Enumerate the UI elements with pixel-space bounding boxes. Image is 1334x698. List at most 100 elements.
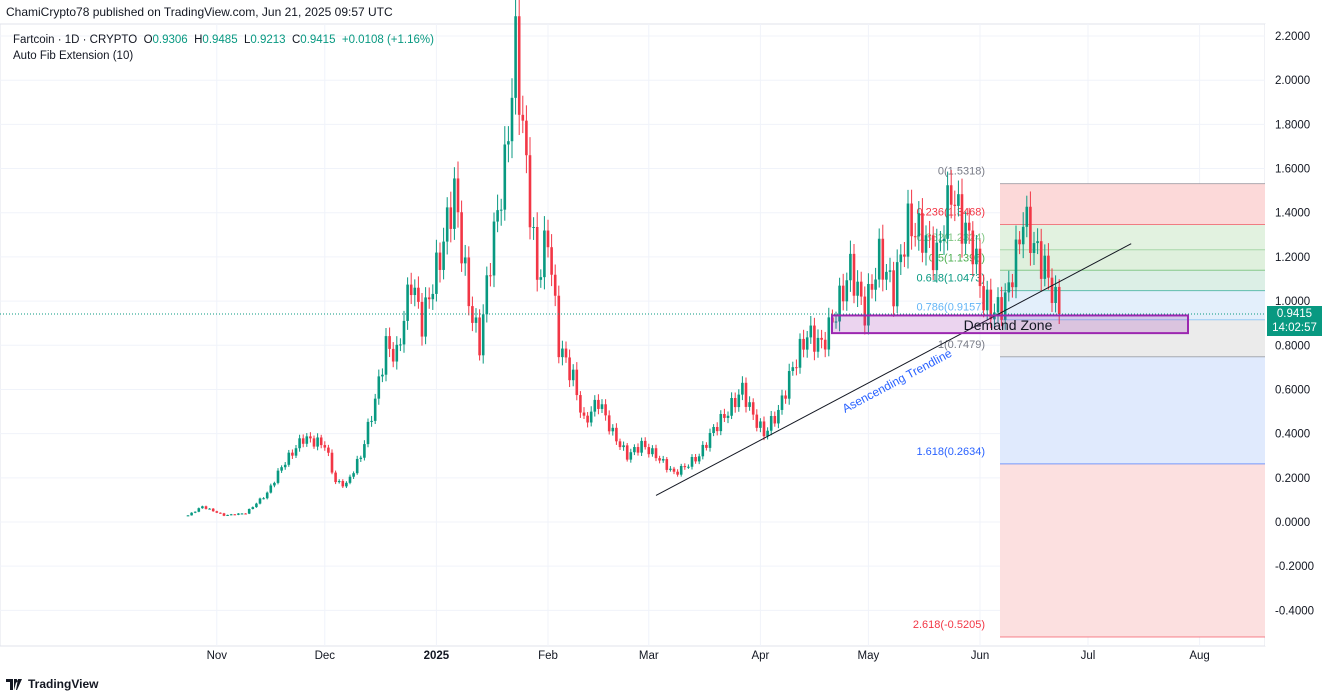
candle-body: [561, 348, 564, 358]
candle-body: [517, 16, 521, 115]
candle-body: [885, 271, 888, 280]
candle-body: [607, 415, 611, 432]
candle-body: [1057, 286, 1061, 315]
candle-body: [1032, 243, 1036, 253]
candle-body: [834, 321, 838, 323]
candle-body: [381, 374, 384, 377]
candle-body: [571, 369, 575, 381]
candle-body: [917, 213, 921, 237]
candle-body: [694, 457, 697, 462]
indicator-label[interactable]: Auto Fib Extension (10): [13, 50, 134, 62]
candle-body: [845, 280, 849, 302]
candle-body: [827, 317, 831, 350]
candle-body: [751, 402, 755, 415]
candle-body: [1000, 297, 1003, 320]
candle-body: [856, 281, 859, 296]
candle-body: [532, 226, 535, 228]
candle-body: [618, 441, 622, 448]
candle-body: [679, 465, 683, 475]
candle-body: [755, 414, 759, 428]
fib-zone: [1000, 356, 1265, 464]
candle-body: [229, 514, 233, 516]
candle-body: [503, 144, 507, 210]
candle-body: [942, 238, 946, 242]
candle-body: [1050, 277, 1054, 303]
candle-body: [492, 221, 496, 276]
candle-body: [420, 301, 424, 337]
candle-body: [654, 448, 658, 459]
demand-zone-label: Demand Zone: [964, 317, 1053, 333]
candle-body: [244, 513, 247, 515]
symbol-label[interactable]: Fartcoin · 1D · CRYPTO: [13, 34, 138, 46]
tradingview-logo[interactable]: TradingView: [6, 677, 98, 691]
candle-body: [287, 452, 291, 465]
candle-body: [967, 222, 971, 231]
candle-body: [247, 509, 251, 514]
candle-body: [586, 415, 589, 423]
candle-body: [1043, 255, 1047, 279]
candle-body: [589, 411, 593, 423]
candle-body: [643, 440, 647, 448]
candle-body: [708, 433, 712, 448]
candle-body: [859, 281, 863, 297]
candle-body: [460, 212, 463, 264]
current-price: 0.9415: [1276, 308, 1313, 320]
candle-body: [345, 482, 348, 487]
candle-body: [625, 445, 629, 460]
candle-body: [543, 230, 546, 278]
current-price-tag: 0.9415 14:02:57: [1267, 306, 1322, 336]
close-value: 0.9415: [300, 34, 336, 46]
candle-body: [658, 458, 661, 461]
candle-body: [593, 399, 597, 412]
candle-body: [427, 297, 431, 300]
candle-body: [222, 513, 226, 516]
candle-body: [186, 515, 190, 517]
candle-body: [219, 512, 222, 514]
high-label: H: [194, 34, 203, 46]
candle-body: [553, 274, 557, 296]
candle-body: [359, 457, 363, 459]
candle-body: [463, 257, 467, 264]
candle-body: [424, 297, 427, 337]
candle-body: [719, 414, 723, 432]
candle-body: [309, 436, 312, 439]
x-tick-label: May: [858, 650, 880, 662]
y-tick-label: 1.8000: [1275, 119, 1310, 131]
chart-legend: Fartcoin · 1D · CRYPTO O0.9306 H0.9485 L…: [13, 32, 434, 64]
candle-body: [377, 376, 381, 399]
candle-body: [435, 252, 438, 294]
candle-body: [431, 293, 435, 300]
candle-body: [262, 498, 265, 500]
candle-body: [600, 404, 604, 409]
candle-body: [870, 283, 874, 290]
candle-body: [841, 285, 845, 302]
candle-body: [636, 447, 640, 453]
candle-body: [456, 178, 460, 213]
tradingview-logo-icon: [6, 678, 22, 690]
candle-body: [1021, 226, 1025, 245]
candle-body: [773, 415, 777, 424]
candle-body: [265, 492, 269, 499]
candle-body: [622, 445, 625, 448]
candle-body: [384, 336, 388, 375]
x-tick-label: Nov: [207, 650, 228, 662]
candle-body: [323, 445, 327, 448]
fib-zone: [1000, 183, 1265, 225]
candle-body: [211, 508, 215, 512]
candle-body: [813, 325, 816, 352]
candle-body: [402, 320, 406, 345]
candle-body: [575, 369, 579, 396]
candle-body: [877, 238, 881, 280]
candle-body: [874, 279, 877, 290]
candle-body: [661, 459, 665, 461]
candle-body: [550, 247, 553, 275]
candle-body: [921, 213, 924, 253]
candle-body: [193, 511, 197, 513]
x-tick-label: Apr: [751, 650, 769, 662]
candle-body: [888, 270, 892, 272]
candle-body: [1003, 292, 1007, 320]
candle-body: [445, 207, 449, 242]
candle-body: [741, 382, 744, 395]
candle-body: [327, 447, 330, 453]
